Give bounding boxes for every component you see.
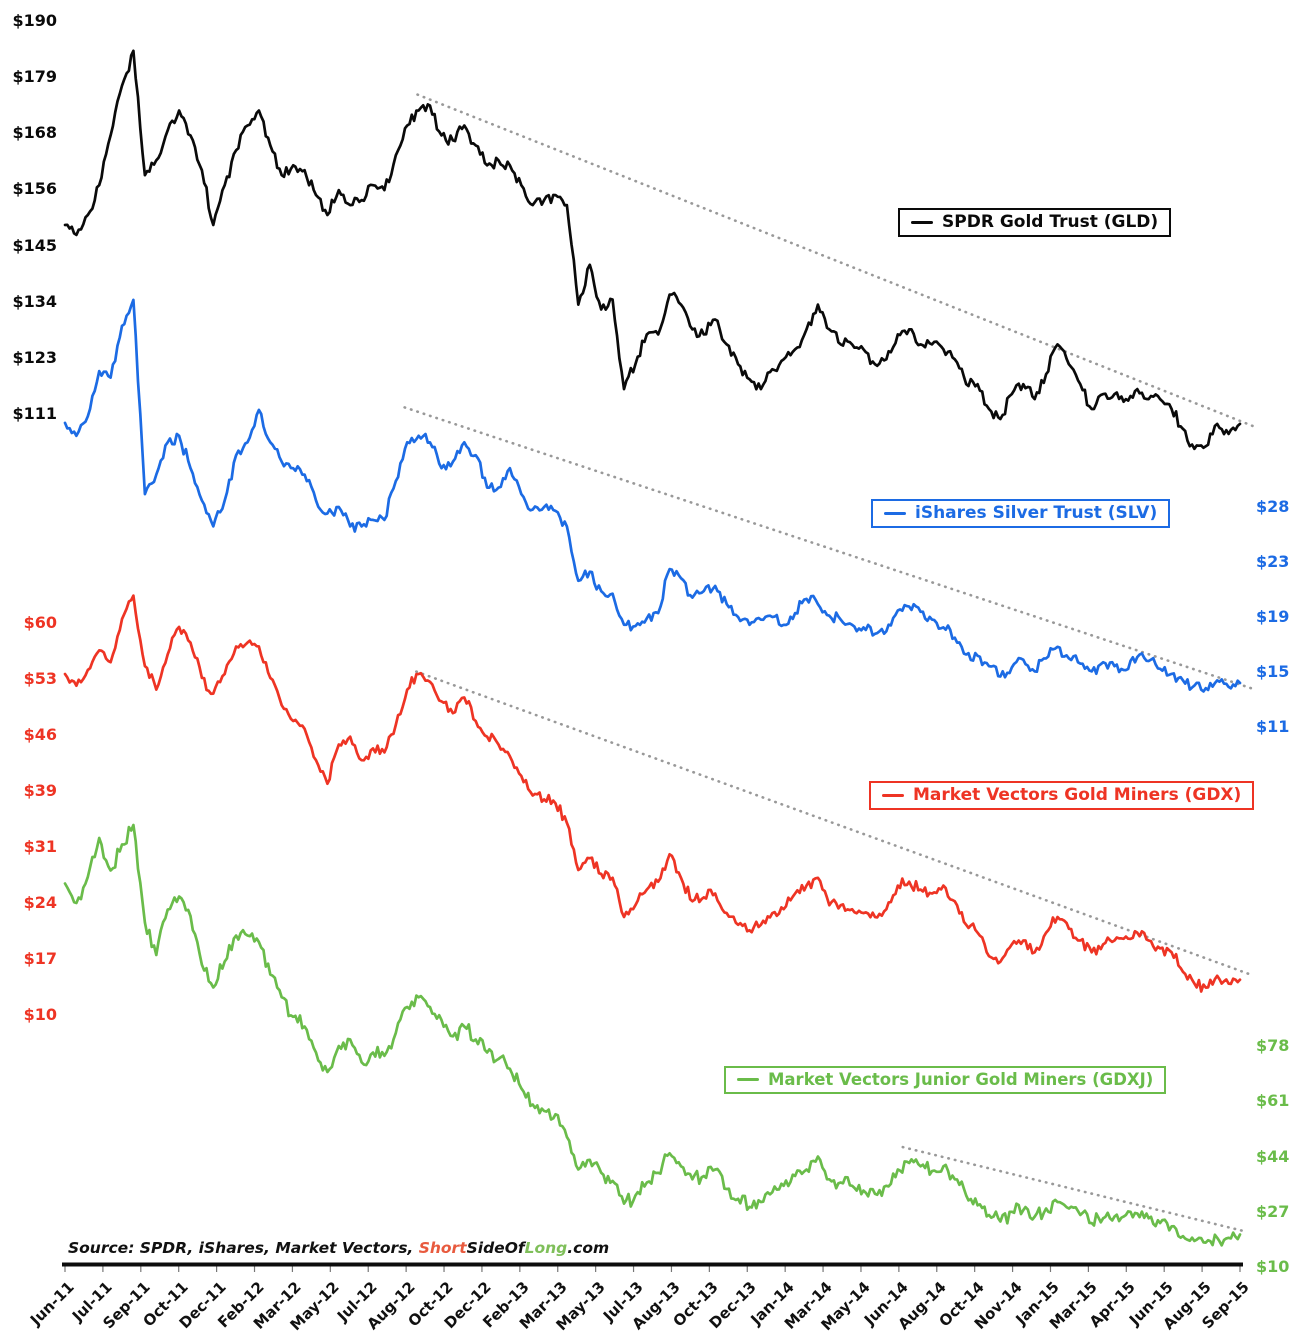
- gdx-y-axis-label: $46: [23, 725, 57, 744]
- gdxj-legend-line-icon: [737, 1078, 759, 1081]
- slv-trendline: [403, 406, 1255, 691]
- gld-y-axis-label: $134: [12, 291, 57, 311]
- source-note-part: SideOf: [466, 1239, 525, 1257]
- gdx-legend-line-icon: [882, 793, 904, 797]
- gdx-y-axis-label: $10: [23, 1005, 57, 1024]
- slv-y-axis-label: $11: [1256, 717, 1290, 736]
- gdx-y-axis-label: $24: [23, 893, 57, 912]
- slv-y-axis-label: $15: [1256, 662, 1290, 681]
- gdxj-legend-label: Market Vectors Junior Gold Miners (GDXJ): [768, 1070, 1154, 1089]
- gdx-legend: Market Vectors Gold Miners (GDX): [869, 781, 1255, 810]
- slv-y-axis-label: $19: [1256, 607, 1290, 626]
- source-note: Source: SPDR, iShares, Market Vectors, S…: [68, 1239, 609, 1257]
- gdx-legend-label: Market Vectors Gold Miners (GDX): [913, 785, 1242, 805]
- gdxj-y-axis-label: $10: [1256, 1257, 1290, 1276]
- gdx-price-line: [63, 594, 1242, 993]
- gdx-y-axis-label: $39: [23, 781, 57, 800]
- gdxj-trendline: [901, 1145, 1246, 1233]
- gdxj-legend: Market Vectors Junior Gold Miners (GDXJ): [724, 1066, 1167, 1094]
- source-note-part: Long: [524, 1239, 568, 1257]
- gld-y-axis-label: $179: [12, 67, 57, 87]
- gdxj-y-axis-label: $78: [1256, 1036, 1290, 1055]
- gdx-trendline: [414, 670, 1254, 977]
- gld-y-axis-label: $190: [12, 11, 57, 30]
- gld-legend: SPDR Gold Trust (GLD): [898, 208, 1172, 237]
- gld-trendline: [416, 93, 1259, 430]
- slv-legend: iShares Silver Trust (SLV): [871, 499, 1171, 528]
- gld-y-axis-label: $111: [12, 404, 57, 423]
- gld-price-line: [63, 49, 1242, 451]
- source-note-part: Short: [418, 1239, 467, 1257]
- slv-y-axis-label: $28: [1256, 497, 1290, 516]
- slv-legend-line-icon: [884, 511, 906, 515]
- slv-legend-label: iShares Silver Trust (SLV): [915, 503, 1158, 523]
- gld-y-axis-label: $168: [12, 123, 57, 143]
- gdx-y-axis-label: $53: [23, 669, 57, 688]
- gdxj-y-axis-label: $61: [1256, 1091, 1290, 1111]
- slv-y-axis-label: $23: [1256, 552, 1290, 571]
- gld-y-axis-label: $145: [12, 235, 57, 255]
- gdxj-price-line: [63, 823, 1242, 1247]
- source-note-part: .com: [567, 1239, 610, 1257]
- gdx-y-axis-label: $60: [23, 613, 57, 632]
- gdxj-y-axis-label: $44: [1256, 1146, 1290, 1166]
- gdxj-y-axis-label: $27: [1256, 1201, 1290, 1221]
- slv-price-line: [63, 298, 1242, 693]
- gld-legend-label: SPDR Gold Trust (GLD): [942, 212, 1159, 232]
- gld-y-axis-label: $156: [12, 179, 57, 199]
- gld-legend-line-icon: [911, 220, 933, 224]
- gdx-y-axis-label: $31: [23, 837, 57, 856]
- gdx-y-axis-label: $17: [23, 949, 57, 968]
- source-note-part: Source: SPDR, iShares, Market Vectors,: [68, 1239, 419, 1257]
- gld-y-axis-label: $123: [12, 347, 57, 367]
